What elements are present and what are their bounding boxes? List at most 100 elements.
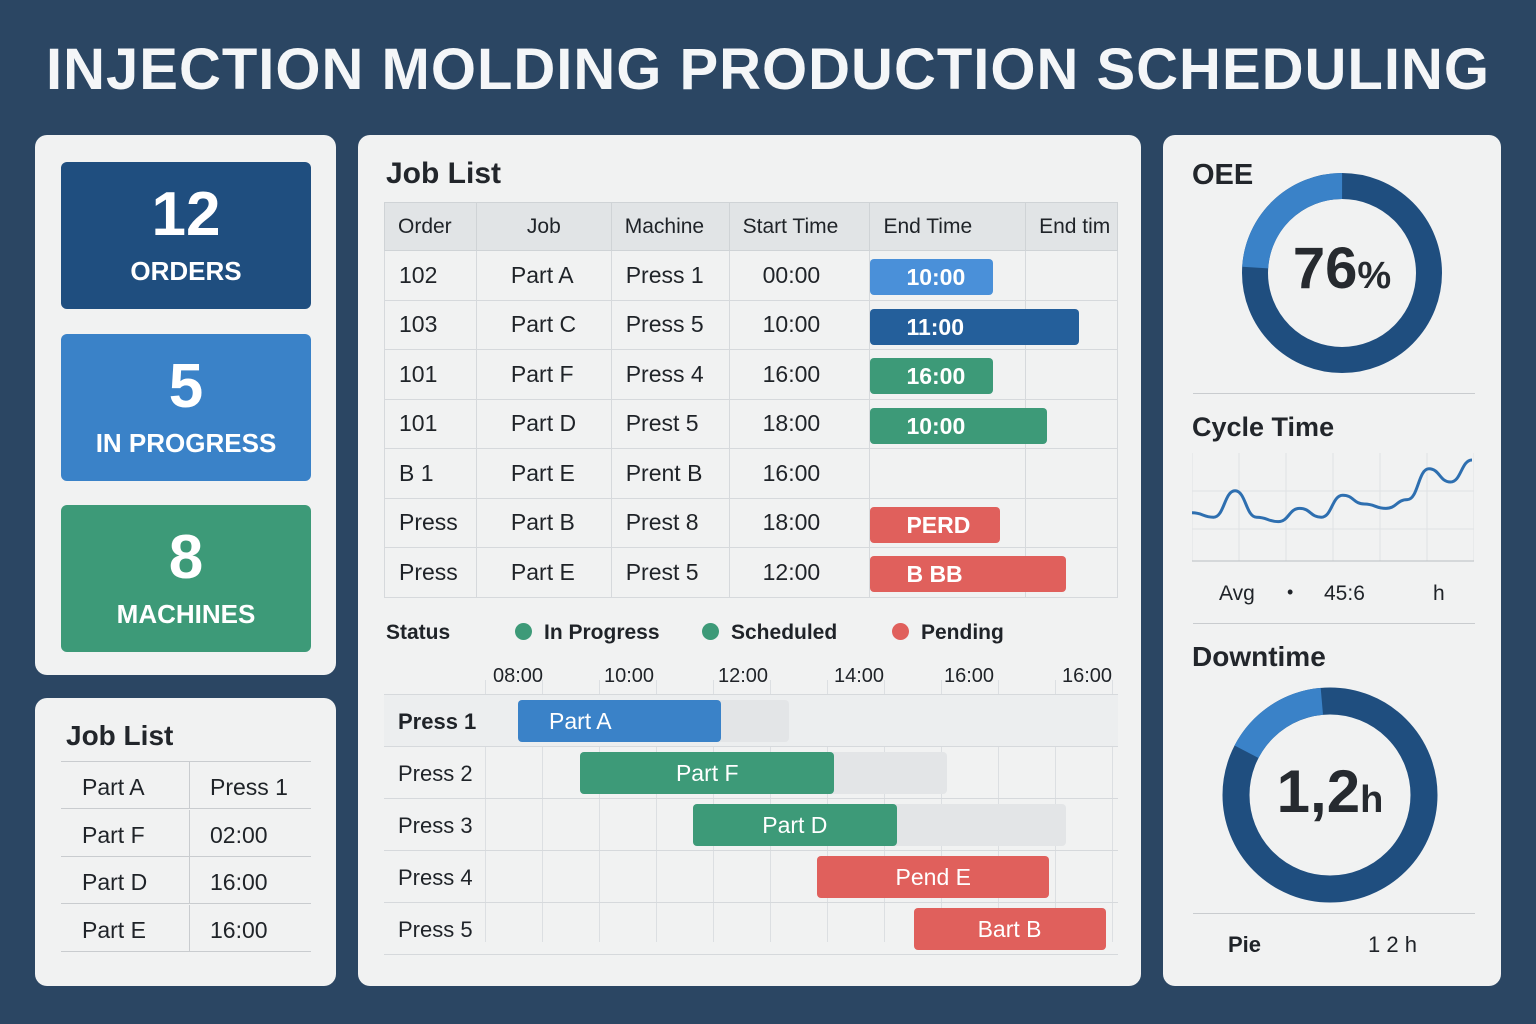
- mini-job-part: Part A: [82, 774, 145, 800]
- cell-machine: Press 1: [610, 250, 730, 301]
- oee-unit: %: [1357, 255, 1392, 297]
- cycle-time-title: Cycle Time: [1192, 412, 1335, 442]
- cell-end: 11:00: [869, 299, 1079, 350]
- cell-extra: [1025, 250, 1118, 301]
- gantt-bar[interactable]: Bart B: [913, 908, 1106, 950]
- gantt-bar[interactable]: Part A: [518, 700, 722, 742]
- downtime-donut-segment: [1222, 687, 1438, 903]
- column-header[interactable]: Start Time: [728, 202, 871, 251]
- orders-tile[interactable]: 12 ORDERS: [61, 162, 311, 309]
- legend-item: Scheduled: [702, 621, 837, 645]
- table-row[interactable]: 101 Part F Press 4 16:00 16:00: [384, 349, 1118, 400]
- cycle-time-line: [1192, 458, 1473, 524]
- cell-machine: Press 5: [610, 299, 730, 350]
- gantt-bar[interactable]: Pend E: [817, 856, 1050, 898]
- mini-job-value: 16:00: [210, 916, 268, 943]
- gantt-row: Press 1 Part A: [384, 694, 1118, 746]
- metrics-card: OEE 76% Cycle Time Avg • 45:6 h Downtime…: [1163, 135, 1501, 986]
- machine-label: Press 1: [398, 709, 477, 734]
- time-tick-label: 16:00: [943, 665, 995, 687]
- end-time-pill[interactable]: 10:00: [870, 407, 1047, 444]
- avg-bullet: •: [1287, 582, 1294, 602]
- machine-label: Press 2: [398, 761, 473, 786]
- legend-label: Scheduled: [731, 621, 838, 644]
- downtime-value: 1,2: [1276, 758, 1361, 825]
- grid-line: [485, 680, 486, 942]
- cell-job: Part A: [475, 250, 612, 301]
- oee-donut: [1242, 173, 1442, 373]
- mini-job-row[interactable]: Part F 02:00: [61, 809, 311, 857]
- table-row[interactable]: 103 Part C Press 5 10:00 11:00: [384, 299, 1118, 350]
- legend-item: In Progress: [515, 621, 660, 645]
- gantt-bar[interactable]: Part F: [580, 752, 835, 794]
- cell-extra: [1025, 349, 1118, 400]
- grid-line: [1112, 680, 1113, 942]
- in-progress-label: IN PROGRESS: [95, 428, 277, 458]
- table-row[interactable]: 102 Part A Press 1 00:00 10:00: [384, 250, 1118, 301]
- cell-extra: [1025, 398, 1118, 449]
- table-row[interactable]: Press Part E Prest 5 12:00 B BB: [384, 547, 1118, 598]
- mini-job-part: Part F: [82, 821, 145, 848]
- cell-machine: Prest 5: [610, 398, 730, 449]
- end-time-pill[interactable]: 10:00: [870, 259, 993, 295]
- end-time-pill[interactable]: PERD: [870, 506, 1001, 543]
- downtime-value-wrap: 1,2h: [1220, 757, 1440, 826]
- cell-order: Press: [384, 497, 477, 548]
- cell-order: 102: [384, 250, 477, 301]
- page-title: INJECTION MOLDING PRODUCTION SCHEDULING: [46, 37, 1490, 102]
- column-header[interactable]: Machine: [610, 202, 730, 251]
- mini-job-value: 02:00: [210, 821, 268, 848]
- orders-label: ORDERS: [130, 256, 242, 286]
- mini-job-row[interactable]: Part A Press 1: [61, 762, 311, 809]
- cell-end: 16:00: [869, 349, 1027, 400]
- end-time-pill[interactable]: 16:00: [870, 358, 993, 394]
- oee-value: 76: [1292, 236, 1358, 301]
- cell-job: Part F: [475, 349, 612, 400]
- downtime-title: Downtime: [1192, 641, 1326, 672]
- cell-extra: [1025, 448, 1118, 499]
- time-tick-label: 08:00: [492, 665, 544, 687]
- machine-label: Press 4: [398, 865, 473, 890]
- cell-start: 16:00: [728, 448, 871, 499]
- column-header[interactable]: End tim: [1025, 202, 1118, 251]
- cell-order: B 1: [384, 448, 477, 499]
- cell-job: Part D: [475, 398, 612, 449]
- table-row[interactable]: B 1 Part E Prent B 16:00: [384, 448, 1118, 499]
- cell-end: [869, 448, 1027, 499]
- cell-end: 10:00: [869, 398, 1047, 449]
- mini-job-value: Press 1: [210, 774, 288, 800]
- table-row[interactable]: 101 Part D Prest 5 18:00 10:00: [384, 398, 1118, 449]
- cell-job: Part E: [475, 448, 612, 499]
- grid-line: [656, 680, 657, 942]
- cell-start: 16:00: [728, 349, 871, 400]
- gantt-bar[interactable]: Part D: [693, 804, 897, 846]
- column-header[interactable]: End Time: [869, 202, 1027, 251]
- in-progress-count: 5: [168, 352, 204, 421]
- status-legend-title: Status: [386, 621, 451, 644]
- cell-job: Part E: [475, 547, 612, 598]
- avg-unit: h: [1433, 582, 1445, 605]
- gantt-row: Press 5 Bart B: [384, 902, 1118, 954]
- time-tick-label: 12:00: [717, 665, 769, 687]
- downtime-unit: h: [1360, 779, 1384, 821]
- cell-order: Press: [384, 547, 477, 598]
- cell-start: 18:00: [728, 398, 871, 449]
- cell-start: 18:00: [728, 497, 871, 548]
- column-header[interactable]: Job: [475, 202, 612, 251]
- downtime-donut: [1222, 687, 1438, 903]
- cell-machine: Press 4: [610, 349, 730, 400]
- mini-job-row[interactable]: Part D 16:00: [61, 857, 311, 904]
- cell-order: 101: [384, 349, 477, 400]
- mini-job-list-title: Job List: [66, 720, 174, 751]
- gantt-row: Press 4 Pend E: [384, 850, 1118, 902]
- cell-extra: [1025, 547, 1118, 598]
- oee-value-wrap: 76%: [1242, 235, 1442, 302]
- cell-extra: [1025, 299, 1118, 350]
- table-row[interactable]: Press Part B Prest 8 18:00 PERD: [384, 497, 1118, 548]
- in-progress-tile[interactable]: 5 IN PROGRESS: [61, 334, 311, 481]
- mini-job-part: Part D: [82, 869, 148, 895]
- column-header[interactable]: Order: [384, 202, 477, 251]
- machines-tile[interactable]: 8 MACHINES: [61, 505, 311, 652]
- machine-label: Press 5: [398, 917, 473, 942]
- mini-job-row[interactable]: Part E 16:00: [61, 904, 311, 952]
